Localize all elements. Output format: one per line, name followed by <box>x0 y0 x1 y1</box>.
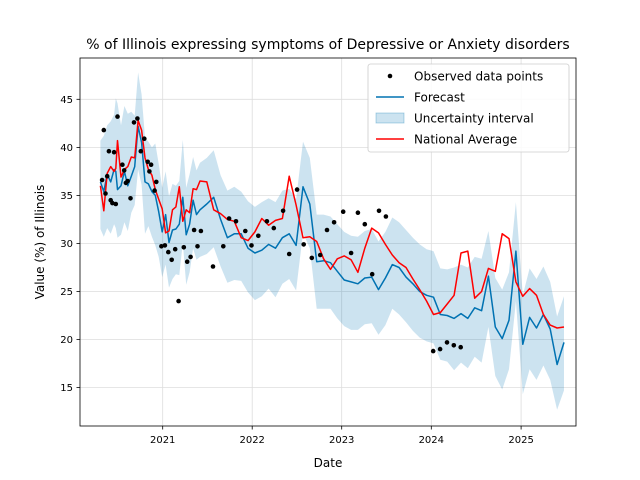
observed-point <box>458 344 464 350</box>
x-tick-label: 2024 <box>419 435 444 446</box>
observed-point <box>383 214 389 219</box>
observed-point <box>451 343 457 348</box>
legend-label-forecast: Forecast <box>414 91 465 105</box>
observed-point <box>286 251 292 257</box>
observed-point <box>120 162 125 167</box>
forecast-line <box>99 125 565 366</box>
y-tick-label: 40 <box>60 143 73 154</box>
observed-point <box>376 208 382 214</box>
observed-point <box>191 227 197 233</box>
uncertainty-band <box>100 72 565 410</box>
y-tick-label: 45 <box>60 95 73 106</box>
observed-point <box>142 136 147 141</box>
observed-point <box>115 114 120 119</box>
observed-point <box>145 159 150 165</box>
observed-point <box>195 244 200 249</box>
line-layer <box>99 119 565 366</box>
legend-swatch-observed <box>387 73 393 79</box>
observed-point <box>99 177 105 183</box>
observed-point <box>135 116 140 121</box>
observed-point <box>131 120 137 125</box>
observed-point <box>271 225 277 231</box>
observed-point <box>169 257 174 263</box>
observed-point <box>159 244 164 249</box>
observed-point <box>444 340 450 345</box>
x-tick-label: 2025 <box>508 435 533 446</box>
y-tick-label: 30 <box>60 239 73 250</box>
observed-point <box>138 148 144 154</box>
x-tick-label: 2021 <box>150 435 175 446</box>
observed-point <box>324 227 330 233</box>
observed-point <box>101 127 107 133</box>
observed-points-layer <box>99 114 464 354</box>
plot-frame <box>79 57 577 427</box>
y-tick-label: 25 <box>60 287 73 298</box>
observed-point <box>113 201 119 207</box>
observed-point <box>148 162 154 167</box>
observed-point <box>255 233 261 239</box>
legend-box <box>367 63 570 153</box>
legend-label-national: National Average <box>414 133 517 147</box>
observed-point <box>264 219 270 224</box>
observed-point <box>210 264 216 269</box>
observed-point <box>162 243 168 248</box>
observed-point <box>104 173 110 179</box>
observed-point <box>301 242 307 247</box>
observed-point <box>154 179 159 185</box>
observed-point <box>147 169 152 174</box>
observed-point <box>166 249 171 255</box>
legend-label-band: Uncertainty interval <box>414 112 534 126</box>
observed-point <box>243 228 248 234</box>
observed-point <box>176 298 181 304</box>
observed-point <box>249 243 254 248</box>
y-tick-label: 20 <box>60 335 73 346</box>
observed-point <box>152 188 157 193</box>
observed-point <box>172 246 178 252</box>
uncertainty-band-layer <box>100 72 565 410</box>
y-axis-label: Value (%) of Illinois <box>33 185 47 300</box>
observed-point <box>128 196 133 201</box>
observed-point <box>125 178 130 184</box>
observed-point <box>181 245 187 250</box>
grid-layer <box>80 58 576 426</box>
observed-point <box>430 348 436 354</box>
observed-point <box>280 208 286 214</box>
observed-point <box>340 209 346 214</box>
observed-point <box>111 149 117 155</box>
legend-label-observed: Observed data points <box>414 70 543 84</box>
observed-point <box>362 221 368 227</box>
observed-point <box>106 148 112 154</box>
legend: Observed data points Forecast Uncertainty … <box>367 63 570 153</box>
x-tick-label: 2023 <box>329 435 354 446</box>
observed-point <box>233 219 239 224</box>
observed-point <box>188 254 193 260</box>
observed-point <box>184 259 190 265</box>
observed-point <box>294 187 300 192</box>
observed-point <box>309 255 315 261</box>
legend-swatch-band <box>375 112 405 124</box>
observed-point <box>437 346 443 352</box>
x-tick-label: 2022 <box>239 435 264 446</box>
y-tick-label: 15 <box>60 383 73 394</box>
x-axis-label: Date <box>314 456 343 470</box>
observed-point <box>348 250 354 256</box>
observed-point <box>317 252 323 258</box>
chart-title: % of Illinois expressing symptoms of Dep… <box>86 37 569 53</box>
observed-point <box>226 216 232 221</box>
national-average-line <box>99 119 565 329</box>
observed-point <box>121 168 127 173</box>
y-tick-label: 35 <box>60 191 73 202</box>
observed-point <box>221 244 226 249</box>
observed-point <box>355 210 361 215</box>
observed-point <box>369 271 375 277</box>
observed-point <box>198 228 204 234</box>
observed-point <box>331 220 337 225</box>
observed-point <box>103 191 108 196</box>
